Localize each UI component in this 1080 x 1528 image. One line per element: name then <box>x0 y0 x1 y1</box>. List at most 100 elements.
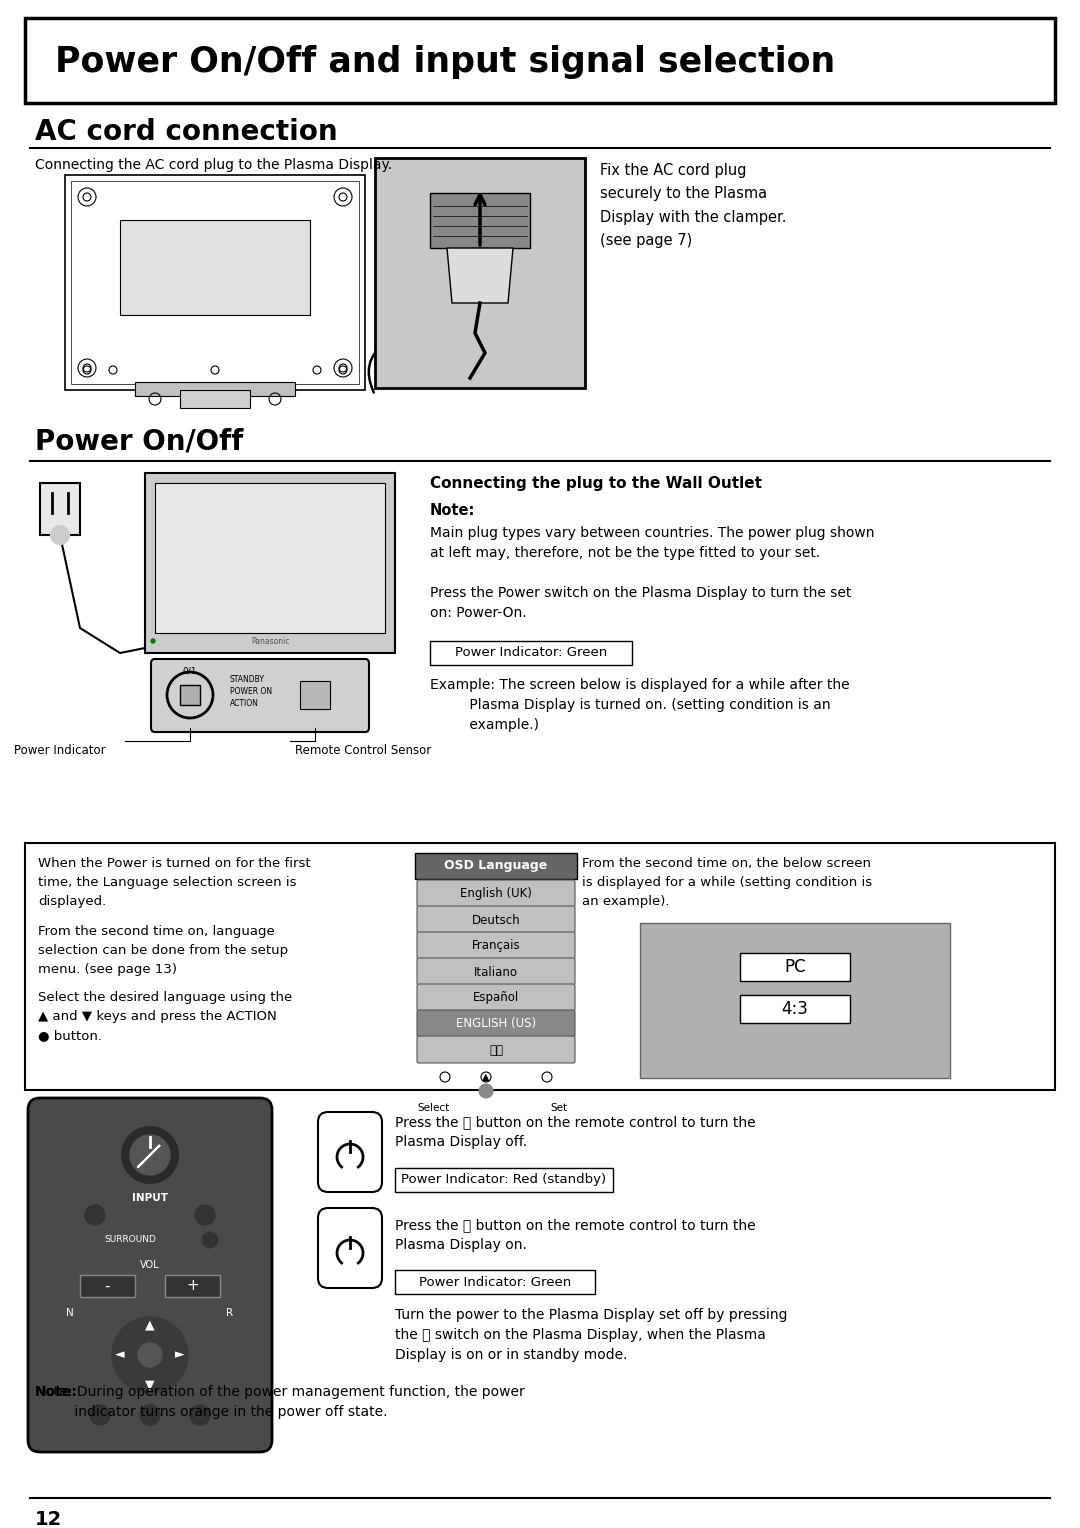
Text: ENGLISH (US): ENGLISH (US) <box>456 1018 536 1030</box>
Text: VOL: VOL <box>140 1261 160 1270</box>
Text: Select: Select <box>417 1103 449 1112</box>
Bar <box>395 1270 595 1294</box>
Text: Power Indicator: Green: Power Indicator: Green <box>419 1276 571 1288</box>
Text: N: N <box>66 1308 73 1319</box>
Circle shape <box>138 1343 162 1368</box>
Text: ◄: ◄ <box>116 1349 125 1361</box>
Bar <box>40 483 80 535</box>
Bar <box>165 1274 220 1297</box>
Text: From the second time on, the below screen
is displayed for a while (setting cond: From the second time on, the below scree… <box>582 857 873 908</box>
FancyBboxPatch shape <box>318 1209 382 1288</box>
Text: Italiano: Italiano <box>474 966 518 978</box>
Text: Remote Control Sensor: Remote Control Sensor <box>295 744 431 756</box>
FancyBboxPatch shape <box>417 880 575 908</box>
Text: Turn the power to the Plasma Display set off by pressing
the ⏻ switch on the Pla: Turn the power to the Plasma Display set… <box>395 1308 787 1361</box>
FancyBboxPatch shape <box>417 906 575 934</box>
Text: ▲: ▲ <box>483 1073 489 1082</box>
Text: Power Indicator: Red (standby): Power Indicator: Red (standby) <box>402 1174 607 1187</box>
Text: Press the Power switch on the Plasma Display to turn the set
on: Power-On.: Press the Power switch on the Plasma Dis… <box>430 587 851 620</box>
Text: Power On/Off: Power On/Off <box>35 428 243 455</box>
Text: English (UK): English (UK) <box>460 888 532 900</box>
Bar <box>640 923 950 1077</box>
Text: Note: During operation of the power management function, the power
         indi: Note: During operation of the power mana… <box>35 1384 525 1420</box>
Circle shape <box>151 639 156 643</box>
Bar <box>156 483 384 633</box>
Bar <box>430 642 632 665</box>
Text: R: R <box>227 1308 233 1319</box>
Bar <box>740 995 850 1024</box>
Text: PC: PC <box>784 958 806 976</box>
Text: Select the desired language using the
▲ and ▼ keys and press the ACTION
● button: Select the desired language using the ▲ … <box>38 992 293 1042</box>
FancyBboxPatch shape <box>417 958 575 986</box>
Text: Deutsch: Deutsch <box>472 914 521 926</box>
FancyArrowPatch shape <box>368 344 386 393</box>
Text: Fix the AC cord plug
securely to the Plasma
Display with the clamper.
(see page : Fix the AC cord plug securely to the Pla… <box>600 163 786 248</box>
Text: From the second time on, language
selection can be done from the setup
menu. (se: From the second time on, language select… <box>38 924 288 976</box>
Text: Power On/Off and input signal selection: Power On/Off and input signal selection <box>55 44 835 79</box>
Text: OSD Language: OSD Language <box>444 859 548 872</box>
Text: ►: ► <box>175 1349 185 1361</box>
Text: ▲: ▲ <box>145 1319 154 1331</box>
Circle shape <box>90 1406 110 1426</box>
FancyBboxPatch shape <box>318 1112 382 1192</box>
Bar <box>430 193 530 248</box>
Text: Español: Español <box>473 992 519 1004</box>
Circle shape <box>140 1406 160 1426</box>
FancyBboxPatch shape <box>417 984 575 1012</box>
Text: Main plug types vary between countries. The power plug shown
at left may, theref: Main plug types vary between countries. … <box>430 526 875 561</box>
Text: When the Power is turned on for the first
time, the Language selection screen is: When the Power is turned on for the firs… <box>38 857 311 908</box>
Text: AC cord connection: AC cord connection <box>35 118 338 147</box>
Bar <box>135 382 295 396</box>
Text: Press the ⏻ button on the remote control to turn the
Plasma Display off.: Press the ⏻ button on the remote control… <box>395 1115 756 1149</box>
Bar <box>80 1274 135 1297</box>
Polygon shape <box>447 248 513 303</box>
Text: POWER ON: POWER ON <box>230 688 272 695</box>
Text: +: + <box>187 1279 200 1294</box>
Bar <box>65 176 365 390</box>
Bar <box>145 474 395 652</box>
Text: Example: The screen below is displayed for a while after the
         Plasma Dis: Example: The screen below is displayed f… <box>430 678 850 732</box>
Text: 中文: 中文 <box>489 1044 503 1056</box>
Text: Power Indicator: Power Indicator <box>14 744 106 756</box>
Text: Press the ⏻ button on the remote control to turn the
Plasma Display on.: Press the ⏻ button on the remote control… <box>395 1218 756 1251</box>
Circle shape <box>51 526 69 544</box>
Circle shape <box>130 1135 170 1175</box>
Bar <box>395 1167 613 1192</box>
Text: SURROUND: SURROUND <box>104 1235 156 1244</box>
Circle shape <box>112 1317 188 1394</box>
FancyBboxPatch shape <box>151 659 369 732</box>
Text: 4:3: 4:3 <box>782 999 809 1018</box>
Circle shape <box>190 1406 210 1426</box>
Bar <box>180 685 200 704</box>
FancyBboxPatch shape <box>417 1036 575 1063</box>
Circle shape <box>480 1083 492 1099</box>
Bar <box>415 853 577 879</box>
FancyBboxPatch shape <box>417 1010 575 1038</box>
Text: Connecting the AC cord plug to the Plasma Display.: Connecting the AC cord plug to the Plasm… <box>35 157 392 173</box>
Bar <box>25 18 1055 102</box>
Text: INPUT: INPUT <box>132 1193 168 1203</box>
Text: Connecting the plug to the Wall Outlet: Connecting the plug to the Wall Outlet <box>430 477 762 490</box>
Text: Panasonic: Panasonic <box>251 637 289 645</box>
Text: -: - <box>105 1279 110 1294</box>
Bar <box>740 953 850 981</box>
Text: Note:: Note: <box>35 1384 78 1400</box>
Text: 0/1: 0/1 <box>183 666 198 675</box>
FancyBboxPatch shape <box>417 932 575 960</box>
Circle shape <box>195 1206 215 1225</box>
Text: Set: Set <box>551 1103 568 1112</box>
FancyBboxPatch shape <box>28 1099 272 1452</box>
Circle shape <box>85 1206 105 1225</box>
Text: 12: 12 <box>35 1510 63 1528</box>
Text: Français: Français <box>472 940 521 952</box>
Bar <box>120 220 310 315</box>
Bar <box>180 390 249 408</box>
Bar <box>375 157 585 388</box>
Text: Note:: Note: <box>430 503 475 518</box>
Circle shape <box>122 1128 178 1183</box>
Bar <box>25 843 1055 1089</box>
Bar <box>71 180 359 384</box>
Text: ▼: ▼ <box>145 1378 154 1392</box>
Text: STANDBY: STANDBY <box>230 675 265 685</box>
Bar <box>300 681 330 709</box>
